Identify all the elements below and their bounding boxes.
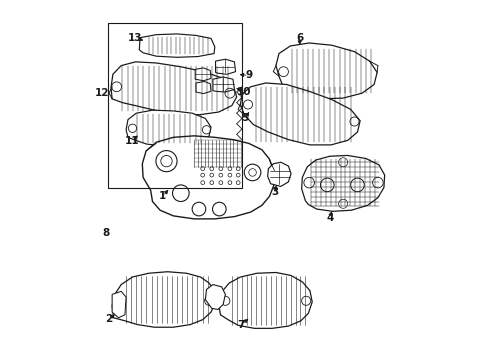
Text: 12: 12 bbox=[95, 88, 110, 98]
Polygon shape bbox=[111, 62, 237, 115]
Polygon shape bbox=[241, 83, 360, 145]
Polygon shape bbox=[139, 34, 215, 57]
Polygon shape bbox=[216, 59, 236, 74]
Text: 8: 8 bbox=[102, 228, 110, 238]
Polygon shape bbox=[112, 291, 126, 318]
Polygon shape bbox=[112, 272, 216, 327]
Text: 13: 13 bbox=[128, 33, 143, 43]
Polygon shape bbox=[213, 77, 234, 92]
Polygon shape bbox=[172, 141, 188, 152]
Polygon shape bbox=[142, 136, 274, 219]
Text: 9: 9 bbox=[245, 71, 252, 80]
Polygon shape bbox=[205, 284, 225, 310]
Polygon shape bbox=[276, 43, 377, 99]
Polygon shape bbox=[195, 68, 211, 81]
Text: 11: 11 bbox=[124, 136, 139, 146]
Text: 3: 3 bbox=[271, 188, 278, 197]
Polygon shape bbox=[302, 156, 385, 211]
Text: 4: 4 bbox=[326, 213, 334, 223]
Text: 1: 1 bbox=[159, 191, 166, 201]
Text: 10: 10 bbox=[237, 87, 251, 97]
Text: 2: 2 bbox=[105, 314, 112, 324]
Polygon shape bbox=[219, 273, 312, 328]
Bar bbox=[108, 23, 243, 188]
Polygon shape bbox=[196, 81, 211, 94]
Text: 6: 6 bbox=[296, 33, 303, 43]
Polygon shape bbox=[268, 162, 291, 186]
Text: 7: 7 bbox=[238, 320, 245, 329]
Polygon shape bbox=[126, 110, 211, 146]
Text: 5: 5 bbox=[242, 113, 248, 123]
